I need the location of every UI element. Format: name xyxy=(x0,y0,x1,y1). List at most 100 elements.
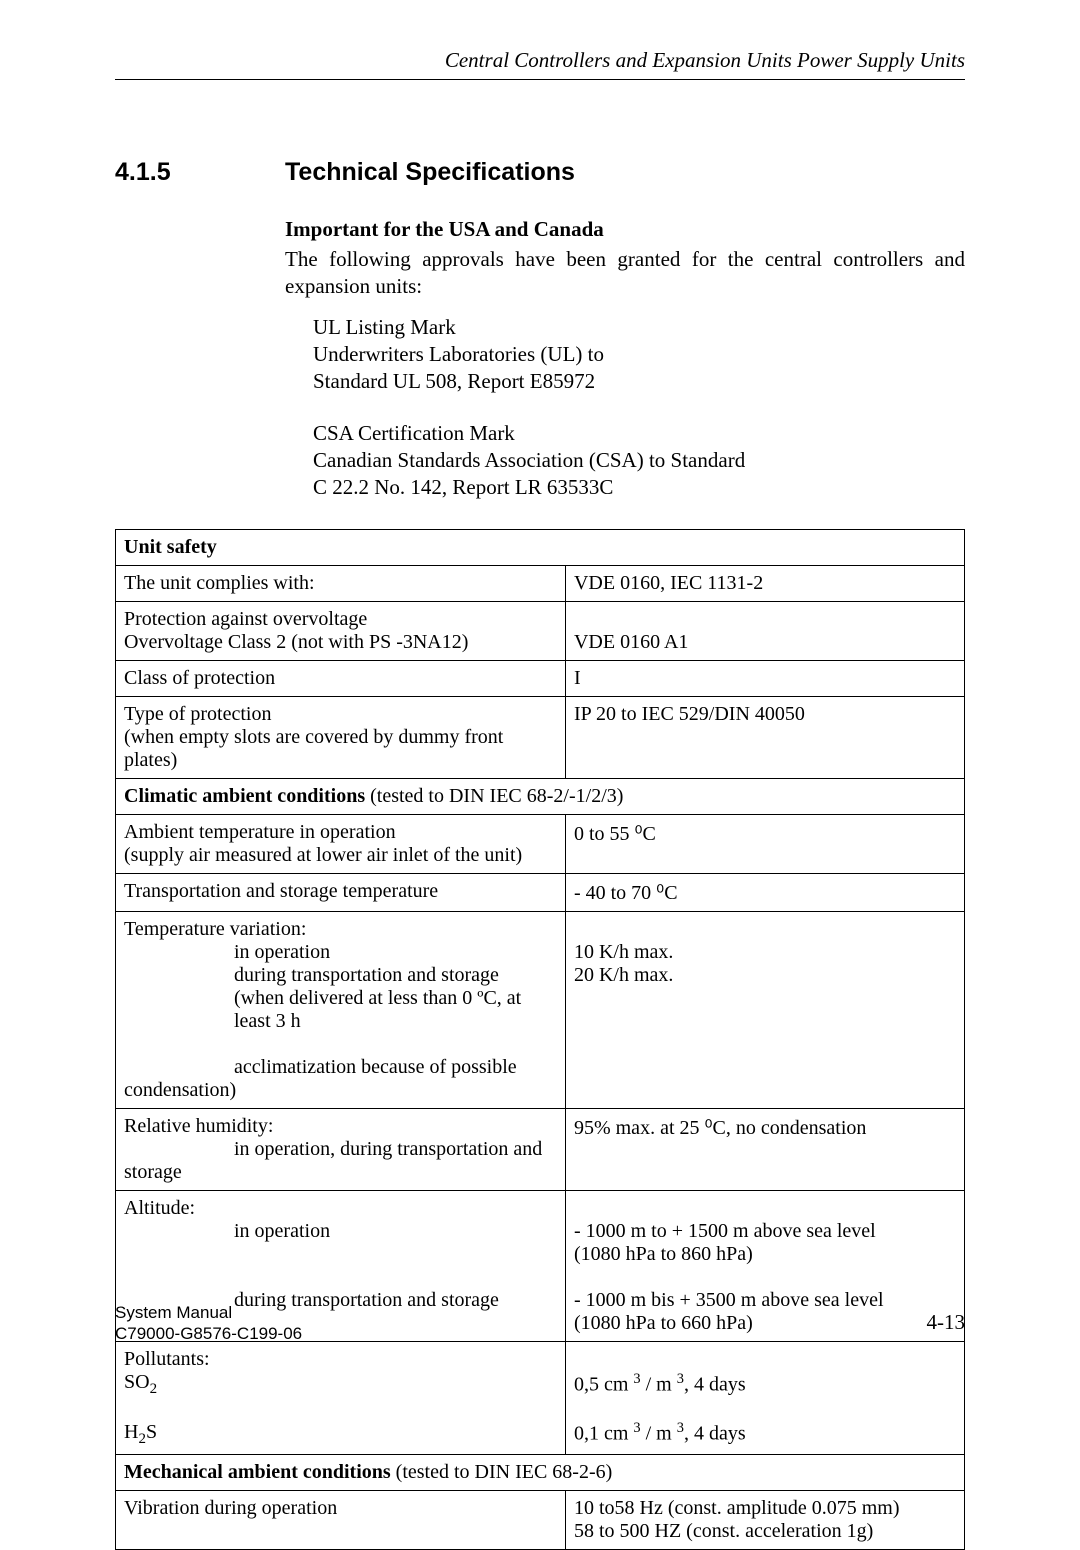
cell-value: 0 to 55 ⁰C xyxy=(565,815,964,874)
approval-csa: CSA Certification Mark Canadian Standard… xyxy=(313,420,965,501)
table-row: Relative humidity: in operation, during … xyxy=(116,1109,965,1191)
section-heading: 4.1.5 Technical Specifications xyxy=(115,158,965,187)
text: / m xyxy=(641,1422,677,1444)
table-row: Class of protection I xyxy=(116,661,965,697)
text: Protection against overvoltage xyxy=(124,608,367,630)
text: storage xyxy=(124,1161,182,1183)
cell-value: VDE 0160 A1 xyxy=(565,602,964,661)
table-row: Pollutants: SO2 H2S 0,5 cm 3 / m 3, 4 da… xyxy=(116,1342,965,1455)
cell-value: I xyxy=(565,661,964,697)
superscript: 3 xyxy=(633,1371,640,1387)
text: H xyxy=(124,1421,138,1443)
section-title: Technical Specifications xyxy=(285,158,575,187)
text: (tested to DIN IEC 68-2-6) xyxy=(391,1461,613,1483)
intro-block: Important for the USA and Canada The fol… xyxy=(285,217,965,501)
text: Altitude: xyxy=(124,1197,195,1219)
cell-value: IP 20 to IEC 529/DIN 40050 xyxy=(565,697,964,779)
page-number: 4-13 xyxy=(927,1310,966,1335)
table-header-mechanical: Mechanical ambient conditions (tested to… xyxy=(116,1455,965,1491)
cell-value: - 40 to 70 ⁰C xyxy=(565,874,964,912)
text: SO xyxy=(124,1371,150,1393)
text: 0,5 cm xyxy=(574,1374,633,1396)
page-footer: System Manual C79000-G8576-C199-06 4-13 xyxy=(115,1302,965,1345)
group-header: Unit safety xyxy=(116,530,965,566)
cell-label: Vibration during operation xyxy=(116,1491,566,1550)
superscript: 3 xyxy=(677,1420,684,1436)
cell-label: The unit complies with: xyxy=(116,566,566,602)
table-row: Protection against overvoltage Overvolta… xyxy=(116,602,965,661)
cell-label: Pollutants: SO2 H2S xyxy=(116,1342,566,1455)
text: / m xyxy=(641,1374,677,1396)
text: Type of protection xyxy=(124,703,271,725)
group-header: Climatic ambient conditions (tested to D… xyxy=(116,779,965,815)
footer-line2: C79000-G8576-C199-06 xyxy=(115,1324,302,1343)
cell-label: Ambient temperature in operation (supply… xyxy=(116,815,566,874)
text: Temperature variation: xyxy=(124,918,306,940)
approval-ul-line1: UL Listing Mark xyxy=(313,315,456,339)
subscript: 2 xyxy=(150,1381,158,1397)
table-header-unit-safety: Unit safety xyxy=(116,530,965,566)
text: , 4 days xyxy=(684,1422,746,1444)
running-head: Central Controllers and Expansion Units … xyxy=(115,48,965,80)
text: 10 K/h max. xyxy=(574,941,673,963)
text: - 1000 m to + 1500 m above sea level xyxy=(574,1220,876,1242)
text: VDE 0160 A1 xyxy=(574,631,688,653)
table-row: Transportation and storage temperature -… xyxy=(116,874,965,912)
approval-ul-line2: Underwriters Laboratories (UL) to xyxy=(313,342,604,366)
cell-value: 10 K/h max. 20 K/h max. xyxy=(565,912,964,1109)
table-row: The unit complies with: VDE 0160, IEC 11… xyxy=(116,566,965,602)
text: Relative humidity: xyxy=(124,1115,273,1137)
approval-ul: UL Listing Mark Underwriters Laboratorie… xyxy=(313,314,965,395)
text: (1080 hPa to 860 hPa) xyxy=(574,1243,753,1265)
text: 0,1 cm xyxy=(574,1422,633,1444)
table-row: Type of protection (when empty slots are… xyxy=(116,697,965,779)
text: Overvoltage Class 2 (not with PS -3NA12) xyxy=(124,631,468,653)
footer-line1: System Manual xyxy=(115,1303,232,1322)
section-number: 4.1.5 xyxy=(115,158,285,187)
text: during transportation and storage xyxy=(124,964,557,987)
text: S xyxy=(146,1421,157,1443)
cell-value: VDE 0160, IEC 1131-2 xyxy=(565,566,964,602)
approval-csa-line1: CSA Certification Mark xyxy=(313,421,515,445)
text: in operation xyxy=(124,941,557,964)
superscript: 3 xyxy=(677,1371,684,1387)
text: in operation xyxy=(124,1220,557,1243)
text: 10 to58 Hz (const. amplitude 0.075 mm) xyxy=(574,1497,900,1519)
subscript: 2 xyxy=(138,1431,146,1447)
text: (when delivered at less than 0 ºC, at le… xyxy=(124,987,557,1033)
superscript: 3 xyxy=(633,1420,640,1436)
cell-label: Protection against overvoltage Overvolta… xyxy=(116,602,566,661)
approval-ul-line3: Standard UL 508, Report E85972 xyxy=(313,369,595,393)
table-row: Ambient temperature in operation (supply… xyxy=(116,815,965,874)
text-bold: Climatic ambient conditions xyxy=(124,785,365,807)
table-row: Temperature variation: in operation duri… xyxy=(116,912,965,1109)
cell-label: Temperature variation: in operation duri… xyxy=(116,912,566,1109)
text: 20 K/h max. xyxy=(574,964,673,986)
text: (tested to DIN IEC 68-2/-1/2/3) xyxy=(365,785,623,807)
cell-label: Type of protection (when empty slots are… xyxy=(116,697,566,779)
text: , 4 days xyxy=(684,1374,746,1396)
text: (supply air measured at lower air inlet … xyxy=(124,844,522,866)
text: Pollutants: xyxy=(124,1348,210,1370)
text: 58 to 500 HZ (const. acceleration 1g) xyxy=(574,1520,873,1542)
text: (when empty slots are covered by dummy f… xyxy=(124,726,503,771)
table-row: Vibration during operation 10 to58 Hz (c… xyxy=(116,1491,965,1550)
text: acclimatization because of possible xyxy=(124,1056,557,1079)
text: Ambient temperature in operation xyxy=(124,821,396,843)
approval-csa-line2: Canadian Standards Association (CSA) to … xyxy=(313,448,745,472)
cell-label: Transportation and storage temperature xyxy=(116,874,566,912)
intro-heading: Important for the USA and Canada xyxy=(285,217,965,242)
cell-value: 0,5 cm 3 / m 3, 4 days 0,1 cm 3 / m 3, 4… xyxy=(565,1342,964,1455)
intro-paragraph: The following approvals have been grante… xyxy=(285,246,965,300)
table-header-climatic: Climatic ambient conditions (tested to D… xyxy=(116,779,965,815)
cell-label: Class of protection xyxy=(116,661,566,697)
cell-value: 95% max. at 25 ⁰C, no condensation xyxy=(565,1109,964,1191)
text: in operation, during transportation and xyxy=(124,1138,557,1161)
text: condensation) xyxy=(124,1079,236,1101)
footer-left: System Manual C79000-G8576-C199-06 xyxy=(115,1302,965,1345)
group-header: Mechanical ambient conditions (tested to… xyxy=(116,1455,965,1491)
cell-label: Relative humidity: in operation, during … xyxy=(116,1109,566,1191)
approval-csa-line3: C 22.2 No. 142, Report LR 63533C xyxy=(313,475,613,499)
text-bold: Mechanical ambient conditions xyxy=(124,1461,391,1483)
cell-value: 10 to58 Hz (const. amplitude 0.075 mm) 5… xyxy=(565,1491,964,1550)
